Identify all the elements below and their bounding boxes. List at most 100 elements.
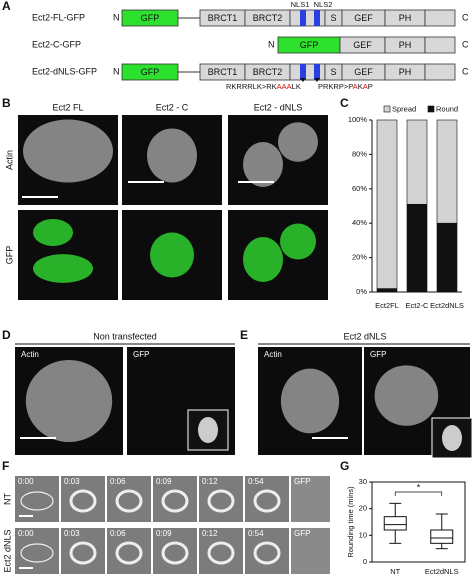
nls-label: NLS2 <box>314 0 333 9</box>
ph: PH <box>399 40 412 50</box>
time-label: 0:06 <box>110 529 126 538</box>
cell <box>33 254 93 283</box>
panel-letter: A <box>2 0 11 13</box>
cell <box>25 359 113 443</box>
frame <box>199 476 243 522</box>
cell <box>207 489 235 513</box>
cell <box>150 232 194 278</box>
gef: GEF <box>353 40 372 50</box>
construct-name: Ect2-dNLS-GFP <box>32 66 97 76</box>
gef: GEF <box>354 67 373 77</box>
frame <box>199 528 243 574</box>
time-label: 0:54 <box>248 529 264 538</box>
cell <box>69 541 97 565</box>
time-label: 0:12 <box>202 477 218 486</box>
mutation-mark <box>300 78 306 82</box>
x-tick-label: Ect2-C <box>406 301 430 310</box>
column-title: Ect2 - dNLS <box>254 102 303 112</box>
time-label: 0:09 <box>156 477 172 486</box>
x-tick-label: NT <box>390 567 400 576</box>
time-label: 0:00 <box>18 529 34 538</box>
cell <box>115 541 143 565</box>
row-title: Ect2 dNLS <box>2 529 12 572</box>
frame-label: GFP <box>294 477 310 486</box>
bar-segment <box>406 119 428 205</box>
panel-letter: G <box>340 459 349 473</box>
y-tick-label: 60% <box>352 184 367 193</box>
nls <box>300 10 306 26</box>
domain <box>424 36 456 54</box>
cell <box>280 368 340 434</box>
time-label: 0:12 <box>202 529 218 538</box>
nls <box>314 64 320 80</box>
mutation-text: RKRRRLK>RKAAALK <box>226 82 301 91</box>
n-terminus: N <box>113 12 120 22</box>
legend-label: Spread <box>392 104 416 113</box>
mutation-part: RKRRRLK>RK <box>226 82 277 91</box>
y-axis-label: Rounding time (mins) <box>346 486 355 558</box>
y-tick-label: 20 <box>359 504 367 513</box>
mutation-part: P <box>368 82 373 91</box>
mutation-part: A <box>363 82 368 91</box>
time-label: 0:06 <box>110 477 126 486</box>
gef: GEF <box>354 13 373 23</box>
box <box>383 516 407 531</box>
legend-swatch <box>383 105 391 113</box>
panel-title: Non transfected <box>93 331 157 341</box>
y-tick-label: 20% <box>352 253 367 262</box>
y-tick-label: 100% <box>348 115 368 124</box>
image-label: GFP <box>133 350 149 359</box>
cell <box>20 543 54 563</box>
panel-letter: E <box>240 328 248 342</box>
panel-letter: D <box>2 328 11 342</box>
s: S <box>330 13 336 23</box>
bar-segment <box>436 222 458 293</box>
frame-label: GFP <box>294 529 310 538</box>
n-terminus: N <box>113 66 120 76</box>
y-tick-label: 0 <box>363 557 367 566</box>
mutation-part: AAA <box>277 82 292 91</box>
row-title: Actin <box>4 150 14 170</box>
brct2: BRCT2 <box>253 13 283 23</box>
cell <box>278 122 318 162</box>
frame <box>107 528 151 574</box>
cell <box>253 541 281 565</box>
ph: PH <box>399 67 412 77</box>
panel-letter: B <box>2 96 11 110</box>
bar-segment <box>376 119 398 289</box>
y-tick-label: 80% <box>352 149 367 158</box>
construct-name: Ect2-FL-GFP <box>32 12 85 22</box>
frame <box>61 476 105 522</box>
x-tick-label: Ect2dNLS <box>425 567 459 576</box>
cell <box>23 119 113 183</box>
box <box>430 529 454 544</box>
plot-frame <box>371 481 466 563</box>
time-label: 0:54 <box>248 477 264 486</box>
y-tick-label: 10 <box>359 530 367 539</box>
bar-segment <box>406 203 428 293</box>
brct1: BRCT1 <box>208 67 238 77</box>
frame <box>245 528 289 574</box>
bar-segment <box>376 288 398 293</box>
c-terminus: C <box>462 39 469 49</box>
panel-title: Ect2 dNLS <box>343 331 386 341</box>
y-tick-label: 0% <box>356 287 367 296</box>
legend-label: Round <box>436 104 458 113</box>
nucleus <box>442 425 462 451</box>
frame <box>153 528 197 574</box>
x-tick-label: Ect2FL <box>375 301 399 310</box>
panel-letter: C <box>340 96 349 110</box>
cell <box>161 489 189 513</box>
cell <box>280 223 316 260</box>
c-terminus: C <box>462 12 469 22</box>
cell <box>115 489 143 513</box>
column-title: Ect2 - C <box>156 102 189 112</box>
c-terminus: C <box>462 66 469 76</box>
frame <box>291 528 330 574</box>
mutation-part: A <box>353 82 358 91</box>
bar-segment <box>436 119 458 224</box>
image-label: GFP <box>370 350 386 359</box>
cell <box>253 489 281 513</box>
panel-letter: F <box>2 459 9 473</box>
mutation-part: LK <box>292 82 301 91</box>
